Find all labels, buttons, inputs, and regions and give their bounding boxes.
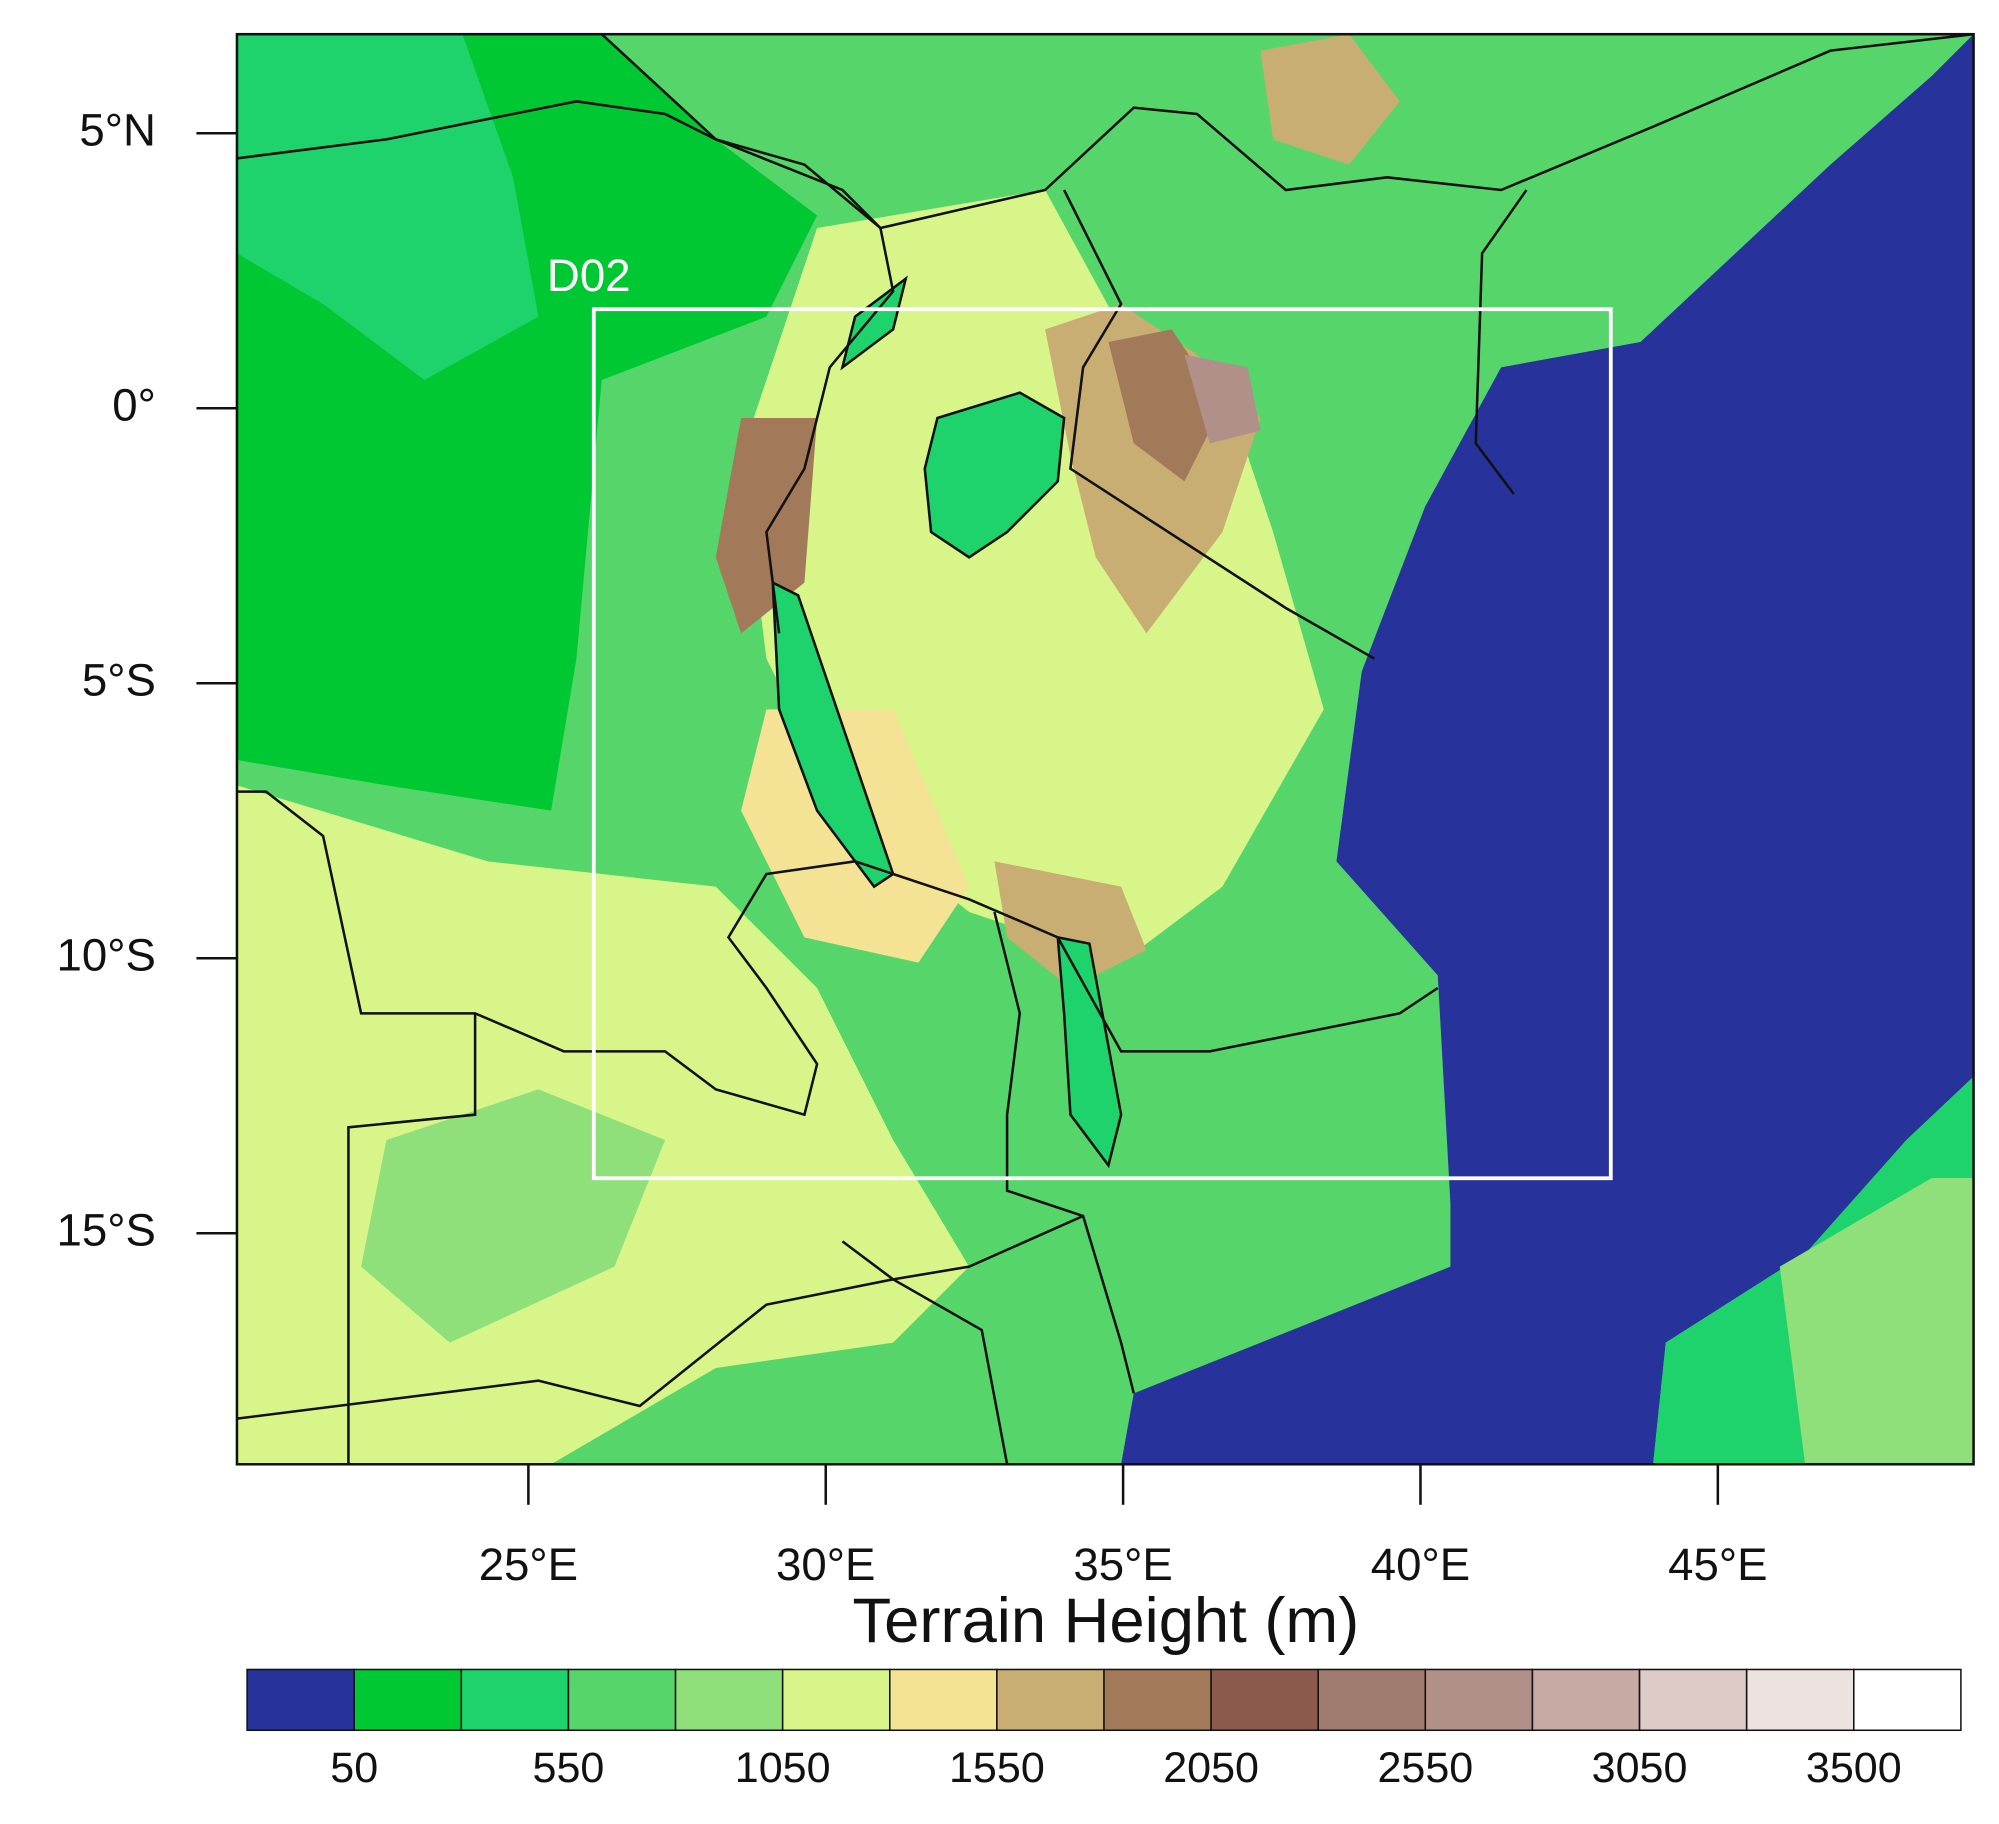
highland [1260, 34, 1400, 165]
colorbar-box [674, 1668, 784, 1732]
colorbar-tick-label: 2050 [1163, 1744, 1259, 1792]
y-tick-label: 5°S [82, 654, 156, 705]
colorbar-box [353, 1668, 463, 1732]
border [600, 34, 895, 634]
y-tick-label: 5°N [79, 104, 156, 155]
colorbar-box [1424, 1668, 1534, 1732]
y-tick-label: 10°S [57, 929, 156, 980]
ocean [1121, 34, 1974, 1465]
border [236, 1214, 1084, 1420]
colorbar-tick-label: 1550 [949, 1744, 1045, 1792]
lake [840, 275, 908, 371]
domain-box [591, 307, 1613, 1181]
colorbar-box [246, 1668, 355, 1732]
colorbar-box [889, 1668, 998, 1732]
colorbar-title: Terrain Height (m) [853, 1586, 1360, 1656]
colorbar-tick-label: 3500 [1806, 1744, 1902, 1792]
colorbar-box [1317, 1668, 1427, 1732]
x-tick-label: 40°E [1371, 1539, 1470, 1590]
colorbar-tick-label: 550 [533, 1744, 605, 1792]
y-tick-label: 15°S [57, 1204, 156, 1255]
plateau [361, 1089, 666, 1343]
lowland [236, 34, 539, 380]
lake [771, 580, 895, 889]
lake [923, 391, 1066, 559]
y-tick-label: 0° [112, 379, 156, 430]
colorbar-box [1103, 1668, 1212, 1732]
colorbar-tick-label: 1050 [735, 1744, 831, 1792]
colorbar-box [996, 1668, 1105, 1732]
colorbar-box [1531, 1668, 1641, 1732]
border [1062, 189, 1376, 660]
lake [1056, 935, 1123, 1169]
x-tick-label: 45°E [1668, 1539, 1767, 1590]
colorbar-tick-label: 2550 [1377, 1744, 1473, 1792]
x-tick-label: 25°E [479, 1539, 578, 1590]
axes: 5°N 0° 5°S 10°S 15°S 25°E 30°E 35°E 40°E 45°E D02 [57, 104, 1768, 1590]
domain-box-label: D02 [547, 250, 631, 301]
highland [994, 861, 1147, 988]
terrain [236, 34, 1974, 1465]
border [236, 34, 1974, 230]
colorbar: 50 550 1050 1550 2050 2550 3050 3500 [246, 1668, 1962, 1792]
colorbar-box [1745, 1668, 1855, 1732]
colorbar-box [1210, 1668, 1319, 1732]
highland [715, 418, 818, 634]
colorbar-box [460, 1668, 570, 1732]
border [841, 1240, 1009, 1465]
x-tick-label: 35°E [1073, 1539, 1172, 1590]
x-tick-label: 30°E [776, 1539, 875, 1590]
border [993, 911, 1135, 1394]
island [1779, 1178, 1974, 1465]
colorbar-box [1853, 1668, 1962, 1732]
colorbar-box [781, 1668, 891, 1732]
colorbar-box [567, 1668, 677, 1732]
border [347, 1013, 477, 1465]
border [1474, 189, 1528, 495]
border [236, 790, 1439, 1117]
colorbar-tick-label: 3050 [1592, 1744, 1688, 1792]
map-frame [235, 32, 1975, 1466]
colorbar-tick-label: 50 [330, 1744, 378, 1792]
colorbar-box [1638, 1668, 1748, 1732]
